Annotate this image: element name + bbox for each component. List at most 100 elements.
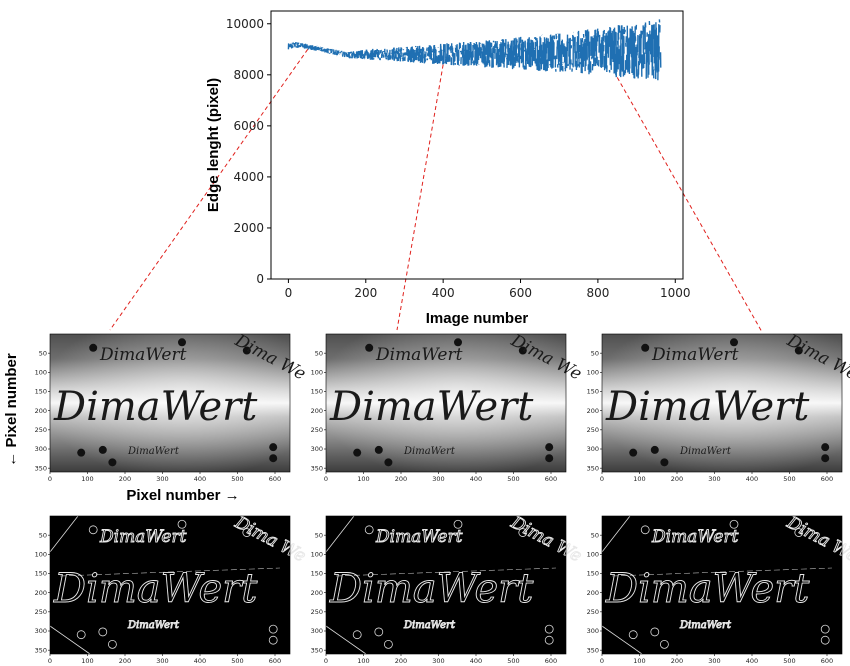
handwriting-top: DimaWert [375,345,463,365]
pixel-y-tick-label: 300 [311,445,323,453]
edge-length-chart: 0 200 400 600 800 1000 0 2000 4000 6000 8000 10000… [205,10,691,327]
pixel-y-tick-label: 350 [587,464,599,472]
x-tick-label: 1000 [660,286,691,300]
connector-line [109,48,309,331]
pixel-x-tick-label: 100 [357,475,369,483]
screw-hole-edge [794,528,804,537]
screw-hole-edge [364,525,374,535]
edge-handwriting-large: DimaWert [329,566,534,612]
pixel-x-tick-label: 400 [194,475,206,483]
image-frame [601,333,843,473]
screw-hole-edge [640,525,650,535]
pixel-x-tick-label: 200 [119,657,131,665]
screw-hole [269,454,278,463]
pixel-x-tick-label: 0 [324,475,328,483]
pixel-x-tick-label: 400 [470,657,482,665]
glare [602,334,842,472]
pixel-x-tick-label: 600 [821,657,833,665]
screw-hole [545,454,554,463]
pixel-y-tick-label: 250 [311,608,323,616]
pixel-y-tick-label: 200 [35,589,47,597]
pixel-y-tick-label: 150 [35,570,47,578]
image-frame [49,515,291,655]
edge-handwriting-top: DimaWert [375,527,463,547]
screw-hole [242,346,251,355]
pixel-x-tick-label: 200 [671,475,683,483]
y-tick-label: 0 [256,272,264,286]
edge-handwriting-large: DimaWert [53,566,258,612]
pixel-x-tick-label: 100 [357,657,369,665]
screw-hole-edge [544,624,554,634]
image-frame [601,515,843,655]
plate-edge-line [325,515,355,553]
plate-edge-line [49,515,79,553]
pixel-x-tick-label: 200 [395,475,407,483]
reflection-edge-line [59,567,281,577]
plate-edge-line [601,625,643,655]
pixel-y-tick-label: 250 [35,426,47,434]
pixel-y-tick-label: 350 [35,464,47,472]
pixel-y-tick-label: 350 [587,646,599,654]
screw-hole [269,443,278,452]
pixel-x-tick-label: 300 [708,475,720,483]
pixel-y-tick-label: 250 [311,426,323,434]
screw-hole-edge [453,519,463,529]
screw-hole-edge [88,525,98,535]
pixel-y-tick-label: 200 [311,407,323,415]
pixel-y-tick-label: 150 [35,388,47,396]
screw-hole-edge [383,639,393,649]
pixel-x-tick-label: 500 [231,475,243,483]
edge-map-background [326,516,566,654]
edge-length-series [287,19,662,81]
screw-hole [178,338,186,347]
screw-hole [384,458,393,467]
screw-hole-edge [628,630,638,640]
pixel-y-tick-label: 200 [35,407,47,415]
screw-hole [89,343,98,352]
y-axis-ticks: 0 2000 4000 6000 8000 10000 [226,17,271,286]
pixel-y-tick-label: 100 [35,369,47,377]
screw-hole [821,443,830,452]
pixel-y-tick-label: 250 [587,426,599,434]
pixel-x-tick-label: 200 [671,657,683,665]
pixel-x-tick-label: 0 [48,657,52,665]
pixel-y-tick-label: 300 [35,445,47,453]
screw-hole [821,454,830,463]
image-frame [325,333,567,473]
y-tick-label: 6000 [233,119,264,133]
pixel-x-tick-label: 300 [432,657,444,665]
pixel-y-tick-label: 100 [311,369,323,377]
handwriting-top: DimaWert [99,345,187,365]
pixel-x-tick-label: 400 [746,657,758,665]
y-tick-label: 8000 [233,68,264,82]
plate-edge-line [601,515,631,553]
screw-hole [353,448,362,457]
pixel-y-tick-label: 350 [311,464,323,472]
pixel-x-tick-label: 200 [395,657,407,665]
pixel-y-tick-label: 150 [587,388,599,396]
screw-hole-edge [352,630,362,640]
y-tick-label: 2000 [233,221,264,235]
screw-hole [794,346,803,355]
pixel-x-tick-label: 100 [81,475,93,483]
handwriting-bottom: DimaWert [127,446,180,457]
pixel-number-x-label: Pixel number → [126,487,239,504]
pixel-y-tick-label: 300 [587,445,599,453]
pixel-y-tick-label: 250 [587,608,599,616]
glare [50,334,290,472]
pixel-x-tick-label: 600 [269,475,281,483]
handwriting-bottom: DimaWert [679,446,732,457]
pixel-y-tick-label: 50 [315,531,323,539]
plate-edge-line [325,625,367,655]
pixel-y-tick-label: 350 [35,646,47,654]
edge-map-background [50,516,290,654]
screw-hole [518,346,527,355]
x-tick-label: 800 [586,286,609,300]
edge-handwriting-top: DimaWert [651,527,739,547]
pixel-x-tick-label: 400 [470,475,482,483]
